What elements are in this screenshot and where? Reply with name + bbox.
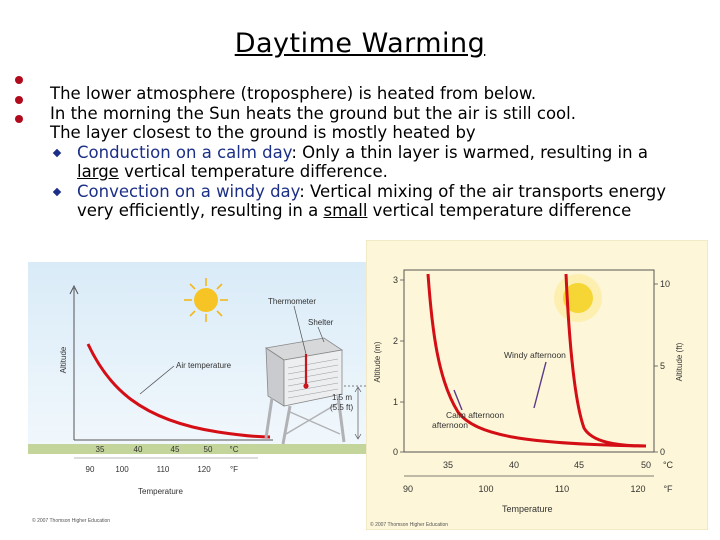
right-fahrenheit-tick: 120 xyxy=(630,484,645,494)
right-panel-background xyxy=(366,240,708,530)
altitude-ft-tick: 0 xyxy=(660,447,665,457)
left-celsius-tick: 35 xyxy=(96,445,105,454)
right-fahrenheit-tick: 90 xyxy=(403,484,413,494)
left-celsius-tick: 45 xyxy=(171,445,180,454)
left-fahrenheit-tick: 100 xyxy=(115,465,129,474)
diamond-bullet-icon xyxy=(52,187,62,196)
right-celsius-tick: 40 xyxy=(509,460,519,470)
shelter-icon xyxy=(264,337,346,445)
right-fahrenheit-tick: 110 xyxy=(555,484,569,494)
right-temperature-label: Temperature xyxy=(502,504,553,514)
ground-strip xyxy=(28,444,373,454)
height-dimension xyxy=(344,385,366,440)
thermometer-bulb-icon xyxy=(303,383,309,389)
right-celsius-tick: 35 xyxy=(443,460,453,470)
left-celsius-unit: °C xyxy=(230,445,239,454)
bullet-1: The lower atmosphere (troposphere) is he… xyxy=(15,76,690,104)
windy-afternoon-curve xyxy=(564,273,647,448)
left-temperature-label: Temperature xyxy=(138,487,183,496)
sun-icon xyxy=(554,274,602,322)
right-fahrenheit-unit: °F xyxy=(663,484,673,494)
bullet-3: The layer closest to the ground is mostl… xyxy=(15,115,690,143)
left-fahrenheit-unit: °F xyxy=(230,465,238,474)
air-temperature-label: Air temperature xyxy=(176,361,232,370)
altitude-m-tick: 3 xyxy=(393,275,398,285)
calm-pointer xyxy=(453,389,463,411)
sub-bullet-conduction: Conduction on a calm day: Only a thin la… xyxy=(50,143,690,182)
right-copyright: © 2007 Thomson Higher Education xyxy=(370,521,448,528)
altitude-m-tick: 2 xyxy=(393,336,398,346)
left-altitude-label: Altitude xyxy=(59,346,68,373)
bullet-dot-icon xyxy=(15,76,23,84)
altitude-m-axis-label: Altitude (m) xyxy=(373,341,382,382)
left-fahrenheit-tick: 120 xyxy=(197,465,211,474)
right-figure: 0 1 2 3 0 5 10 Altitude (m) Altitude (ft… xyxy=(366,240,708,530)
altitude-m-tick: 0 xyxy=(393,447,398,457)
bullet-2: In the morning the Sun heats the ground … xyxy=(15,95,690,124)
bullet-list: The lower atmosphere (troposphere) is he… xyxy=(15,76,690,221)
right-fahrenheit-tick: 100 xyxy=(478,484,493,494)
slide-title: Daytime Warming xyxy=(234,28,486,59)
diamond-bullet-icon xyxy=(52,148,62,157)
thermometer-label: Thermometer xyxy=(268,297,316,306)
altitude-ft-tick: 5 xyxy=(660,361,665,371)
bullet-dot-icon xyxy=(15,115,23,123)
left-copyright: © 2007 Thomson Higher Education xyxy=(32,517,110,524)
altitude-ft-axis-label: Altitude (ft) xyxy=(675,342,684,381)
right-celsius-tick: 45 xyxy=(574,460,584,470)
right-celsius-unit: °C xyxy=(663,460,674,470)
altitude-ft-tick: 10 xyxy=(660,279,670,289)
calm-afternoon-curve xyxy=(426,273,647,448)
sub-bullet-convection: Convection on a windy day: Vertical mixi… xyxy=(50,182,690,221)
left-fahrenheit-tick: 90 xyxy=(86,465,95,474)
left-fahrenheit-tick: 110 xyxy=(157,465,170,474)
air-temperature-curve xyxy=(86,343,271,439)
shelter-label: Shelter xyxy=(308,318,334,327)
right-celsius-tick: 50 xyxy=(641,460,651,470)
height-feet-label: (5.5 ft) xyxy=(330,403,353,412)
calm-label-line2: afternoon xyxy=(432,420,468,430)
bullet-dot-icon xyxy=(15,95,23,104)
windy-pointer xyxy=(533,361,547,409)
left-figure: Altitude Air temperature Thermometer She… xyxy=(28,262,373,524)
sun-icon xyxy=(184,278,228,322)
windy-afternoon-label: Windy afternoon xyxy=(504,350,566,360)
left-celsius-tick: 50 xyxy=(204,445,213,454)
calm-label-line1: Calm afternoon xyxy=(446,410,504,420)
thermometer-pointer xyxy=(293,305,307,355)
air-temperature-pointer xyxy=(139,365,175,395)
height-meters-label: 1.5 m xyxy=(332,393,352,402)
left-celsius-tick: 40 xyxy=(134,445,143,454)
shelter-pointer xyxy=(317,326,325,343)
altitude-m-tick: 1 xyxy=(393,397,398,407)
